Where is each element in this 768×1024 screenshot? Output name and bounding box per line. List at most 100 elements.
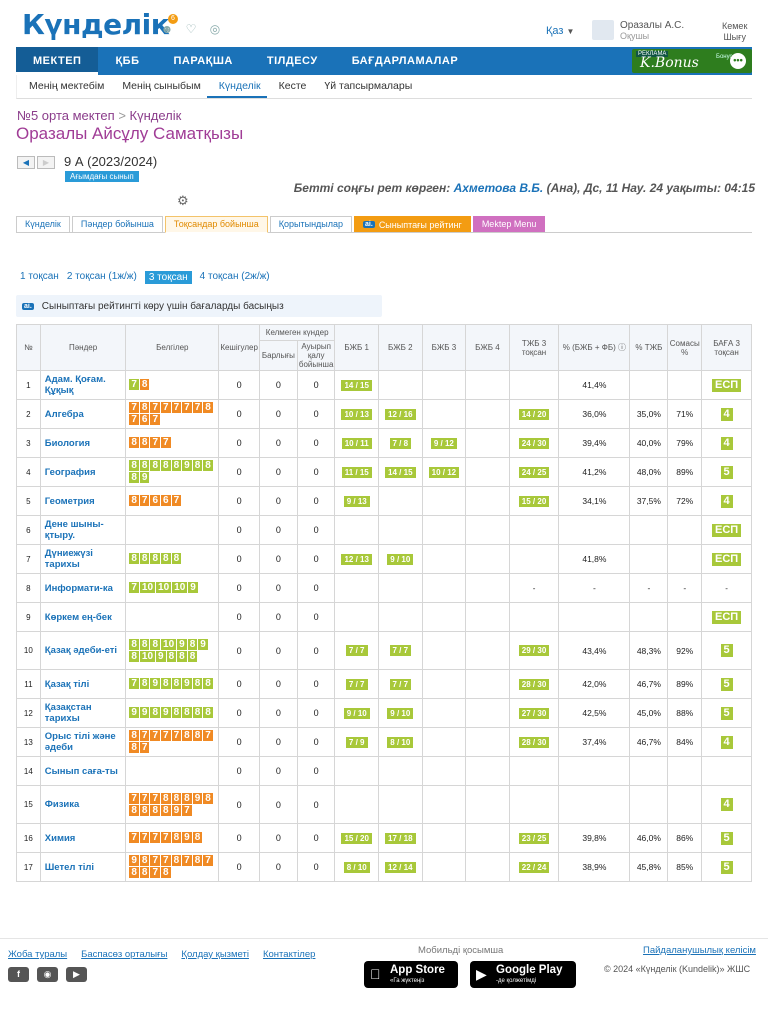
- friends-icon[interactable]: ☻ 6: [160, 14, 178, 36]
- mark[interactable]: 8: [129, 495, 139, 506]
- mark[interactable]: 7: [150, 867, 161, 878]
- globe-icon[interactable]: ◎: [209, 22, 221, 36]
- mark[interactable]: 8: [171, 855, 182, 866]
- mark[interactable]: 10: [156, 582, 172, 593]
- mark[interactable]: 8: [187, 650, 198, 662]
- footer-support[interactable]: Қолдау қызметі: [181, 949, 249, 960]
- mark[interactable]: 8: [192, 832, 203, 843]
- mark[interactable]: 6: [150, 495, 161, 506]
- mark[interactable]: 8: [161, 553, 171, 564]
- mark[interactable]: 9: [198, 638, 208, 650]
- instagram-icon[interactable]: ◉: [37, 967, 58, 982]
- mark[interactable]: 8: [129, 650, 139, 662]
- tjb-score[interactable]: 27 / 30: [518, 707, 550, 719]
- mark[interactable]: 8: [139, 460, 150, 471]
- mark[interactable]: 8: [139, 678, 150, 689]
- mark[interactable]: 7: [150, 855, 161, 866]
- mark[interactable]: 7: [139, 832, 150, 843]
- nav-kbb[interactable]: ҚББ: [115, 55, 140, 67]
- mark[interactable]: 10: [139, 650, 156, 662]
- mark[interactable]: 8: [192, 460, 203, 471]
- subject-link[interactable]: Физика: [39, 785, 127, 824]
- subnav-diary[interactable]: Күнделік: [206, 75, 267, 98]
- nav-paraksha[interactable]: ПАРАҚША: [173, 55, 233, 67]
- mark[interactable]: 8: [129, 867, 139, 878]
- subject-link[interactable]: Қазақ әдеби-еті: [39, 631, 127, 670]
- app-store-button[interactable]:  App Store «Га жүктеңіз: [364, 961, 458, 988]
- mark[interactable]: 7: [139, 742, 150, 753]
- mark[interactable]: 8: [129, 804, 139, 816]
- mark[interactable]: 7: [182, 855, 192, 866]
- mark[interactable]: 8: [129, 437, 139, 448]
- help-icon[interactable]: ⓘ: [618, 343, 627, 352]
- bjb2-score[interactable]: 7 / 7: [389, 645, 412, 656]
- mark[interactable]: 10: [172, 582, 188, 593]
- mark[interactable]: 8: [129, 742, 139, 753]
- mark[interactable]: 8: [203, 678, 213, 689]
- mark[interactable]: 8: [161, 804, 171, 816]
- mark[interactable]: 7: [182, 402, 192, 413]
- mark[interactable]: 7: [139, 495, 150, 506]
- youtube-icon[interactable]: ▶: [66, 967, 87, 982]
- last-seen-name[interactable]: Ахметова В.Б.: [453, 181, 544, 195]
- mark[interactable]: 9: [177, 638, 187, 650]
- bjb1-score[interactable]: 9 / 10: [343, 707, 370, 719]
- mark[interactable]: 8: [187, 638, 198, 650]
- next-class-arrow[interactable]: ▶: [37, 156, 55, 169]
- quarter-3[interactable]: 3 тоқсан: [144, 271, 192, 284]
- subject-link[interactable]: Дене шыны-қтыру.: [39, 515, 127, 545]
- mark[interactable]: 8: [139, 855, 150, 866]
- subnav-schedule[interactable]: Кесте: [278, 80, 307, 92]
- tjb-score[interactable]: 23 / 25: [518, 832, 550, 844]
- mark[interactable]: 8: [139, 402, 150, 413]
- mark[interactable]: 8: [171, 678, 182, 689]
- mark[interactable]: 8: [161, 867, 171, 878]
- mark[interactable]: 7: [161, 832, 171, 843]
- tab-results[interactable]: Қорытындылар: [269, 216, 353, 232]
- mark[interactable]: 8: [161, 792, 171, 804]
- mark[interactable]: 8: [192, 855, 203, 866]
- mark[interactable]: 8: [166, 650, 177, 662]
- mark[interactable]: 9: [156, 650, 166, 662]
- mark[interactable]: 7: [129, 582, 139, 593]
- mark[interactable]: 8: [139, 379, 150, 390]
- subject-link[interactable]: География: [39, 457, 127, 487]
- mark[interactable]: 8: [171, 707, 182, 718]
- mark[interactable]: 7: [150, 730, 161, 741]
- breadcrumb-school[interactable]: №5 орта мектеп: [17, 108, 115, 123]
- user-menu[interactable]: Оразалы А.С. Оқушы: [592, 20, 684, 41]
- bjb1-score[interactable]: 10 / 13: [341, 408, 372, 420]
- tjb-score[interactable]: 22 / 24: [518, 861, 550, 873]
- mark[interactable]: 8: [129, 553, 139, 564]
- user-agreement-link[interactable]: Пайдаланушылық келісім: [643, 945, 756, 956]
- mark[interactable]: 8: [150, 804, 161, 816]
- mark[interactable]: 8: [150, 553, 161, 564]
- mark[interactable]: 7: [129, 792, 139, 804]
- mark[interactable]: 9: [129, 855, 139, 866]
- mark[interactable]: 7: [203, 730, 213, 741]
- bjb1-score[interactable]: 14 / 15: [341, 379, 372, 391]
- subnav-my-school[interactable]: Менің мектебім: [29, 80, 105, 92]
- mark[interactable]: 7: [171, 730, 182, 741]
- mark[interactable]: 7: [192, 402, 203, 413]
- bjb1-score[interactable]: 10 / 11: [341, 437, 372, 449]
- mark[interactable]: 8: [171, 792, 182, 804]
- nav-programs[interactable]: БАҒДАРЛАМАЛАР: [351, 55, 459, 67]
- google-play-button[interactable]: ▶ Google Play -де қолжетімді: [470, 961, 576, 988]
- mark[interactable]: 8: [129, 472, 139, 483]
- mark[interactable]: 7: [129, 379, 139, 390]
- mark[interactable]: 9: [139, 707, 150, 718]
- tjb-score[interactable]: 24 / 30: [518, 437, 550, 449]
- mark[interactable]: 6: [161, 495, 171, 506]
- mark[interactable]: 7: [129, 678, 139, 689]
- bjb2-score[interactable]: 12 / 14: [385, 861, 416, 873]
- subject-link[interactable]: Көркем ең-бек: [39, 602, 127, 632]
- bjb2-score[interactable]: 17 / 18: [385, 832, 416, 844]
- tjb-score[interactable]: 29 / 30: [518, 645, 550, 656]
- mark[interactable]: 10: [161, 638, 177, 650]
- mark[interactable]: 9: [150, 678, 161, 689]
- mark[interactable]: 9: [182, 832, 192, 843]
- bjb2-score[interactable]: 9 / 10: [387, 707, 414, 719]
- subject-link[interactable]: Шетел тілі: [39, 852, 127, 882]
- subject-link[interactable]: Қазақстан тарихы: [39, 698, 127, 728]
